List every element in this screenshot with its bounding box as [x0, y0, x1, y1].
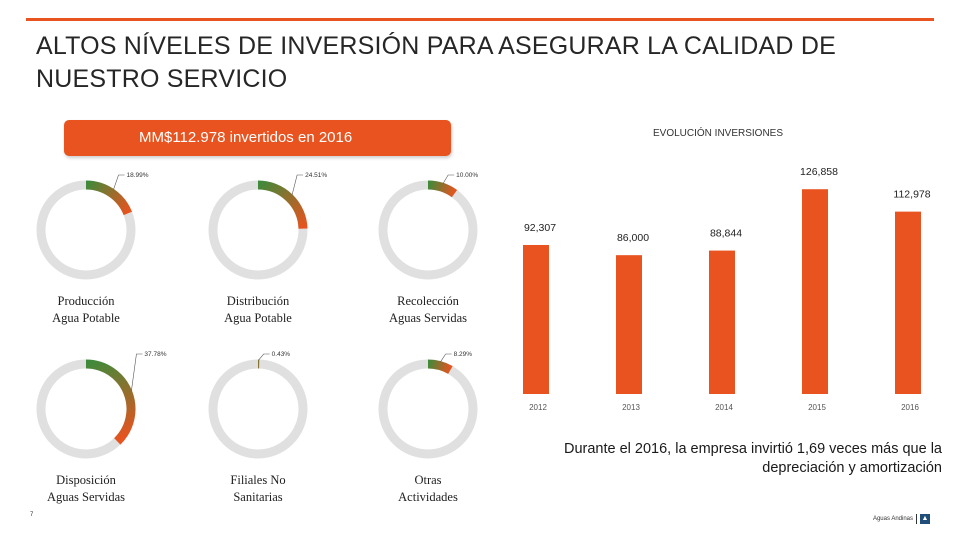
caption-line: Actividades: [398, 490, 458, 504]
bar-2015: [802, 189, 828, 394]
donut-caption-distribucion: Distribución Agua Potable: [188, 293, 328, 327]
caption-line: Sanitarias: [233, 490, 283, 504]
caption-line: Agua Potable: [52, 311, 120, 325]
bar-2013: [616, 255, 642, 394]
bar-value-label: 88,844: [710, 228, 742, 240]
donut-caption-disposicion: Disposición Aguas Servidas: [16, 472, 156, 506]
bar-value-label: 92,307: [524, 222, 556, 234]
caption-line: Filiales No: [230, 473, 286, 487]
bar-value-label: 112,978: [893, 189, 930, 201]
caption-line: Aguas Servidas: [46, 490, 126, 504]
page-title: ALTOS NÍVELES DE INVERSIÓN PARA ASEGURAR…: [36, 32, 836, 93]
brand-name: Aguas Andinas: [872, 516, 913, 522]
page-number: 7: [30, 512, 34, 518]
x-tick-label: 2014: [715, 403, 733, 412]
bar-2012: [523, 244, 549, 394]
brand-logo-icon: ▲: [920, 514, 930, 524]
caption-line: Aguas Servidas: [388, 311, 468, 325]
donut-caption-recoleccion: Recolección Aguas Servidas: [358, 293, 498, 327]
bar-value-label: 126,858: [800, 166, 838, 178]
donut-caption-otras: Otras Actividades: [358, 472, 498, 506]
donut-caption-produccion: Producción Agua Potable: [16, 293, 156, 327]
caption-line: Agua Potable: [224, 311, 292, 325]
brand-mark: Aguas Andinas ▲: [873, 514, 930, 524]
brand-separator: [916, 514, 917, 524]
x-tick-label: 2013: [622, 403, 640, 412]
caption-line: Disposición: [56, 473, 116, 487]
investment-banner: MM$112.978 invertidos en 2016: [64, 120, 451, 156]
x-tick-label: 2016: [901, 403, 919, 412]
caption-line: Producción: [57, 294, 115, 308]
bar-2014: [709, 250, 735, 394]
chart-title: EVOLUCIÓN INVERSIONES: [653, 126, 783, 139]
bar-2016: [895, 211, 921, 394]
x-tick-label: 2015: [808, 403, 826, 412]
footer-note: Durante el 2016, la empresa invirtió 1,6…: [563, 441, 942, 476]
x-tick-label: 2012: [529, 403, 547, 412]
bar-value-label: 86,000: [617, 232, 649, 244]
caption-line: Otras: [414, 473, 442, 487]
donut-caption-filiales: Filiales No Sanitarias: [188, 472, 328, 506]
caption-line: Distribución: [226, 294, 290, 308]
top-rule: [26, 18, 934, 21]
caption-line: Recolección: [397, 294, 459, 308]
